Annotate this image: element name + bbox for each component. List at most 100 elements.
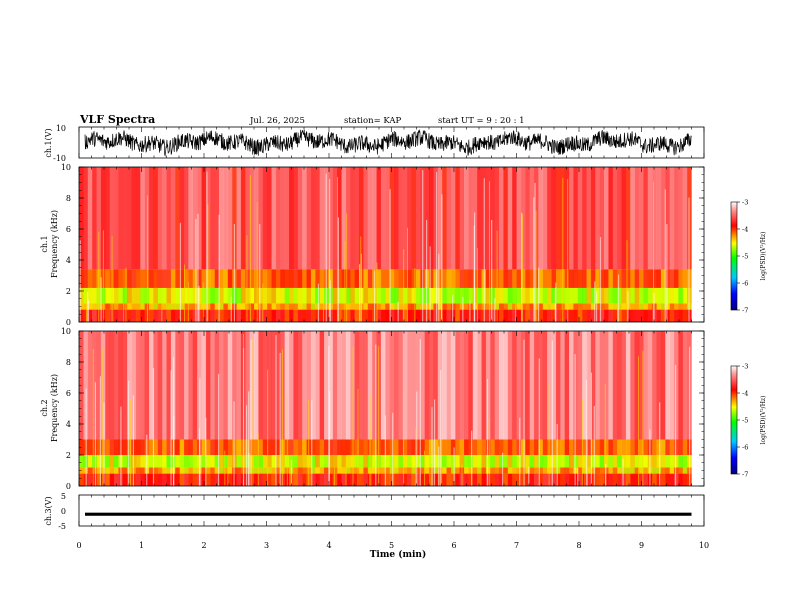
spectrogram-cell <box>359 455 364 468</box>
spectrogram-cell <box>621 269 627 288</box>
spectrogram-cell <box>223 167 229 270</box>
spectrogram-cell <box>328 473 334 486</box>
spectrogram-cell <box>192 269 198 288</box>
spectrogram-cell <box>236 455 242 468</box>
spectrogram-cell <box>363 269 369 288</box>
spectrogram-cell <box>192 455 198 468</box>
spectrogram-cell <box>275 473 281 486</box>
spectrogram-cell <box>455 303 460 310</box>
spectrogram-cell <box>542 309 548 322</box>
spectrogram-cell <box>201 287 207 304</box>
spectrogram-cell <box>96 467 102 474</box>
spectrogram-cell <box>197 167 202 270</box>
spectrogram-cell <box>621 331 627 440</box>
spectrogram-cell <box>608 287 614 304</box>
spectrogram-cell <box>275 331 281 440</box>
spectrogram-cell <box>485 309 491 322</box>
spectrogram-cell <box>503 303 509 310</box>
spectrogram-cell <box>639 287 644 304</box>
spectrogram-cell <box>477 331 482 440</box>
spectrogram-cell <box>499 331 504 440</box>
spectrogram-cell <box>284 303 290 310</box>
spectrogram-cell <box>205 439 211 455</box>
spectrogram-cell <box>140 303 145 310</box>
spectrogram-cell <box>494 473 500 486</box>
spectrogram-cell <box>153 303 159 310</box>
spectrogram-cell <box>437 331 443 440</box>
spectrogram-cell <box>394 303 399 310</box>
spectrogram-cell <box>359 331 364 440</box>
spectrogram-cell <box>302 473 307 486</box>
spectrogram-cell <box>660 269 666 288</box>
spectrogram-cell <box>293 167 299 270</box>
spectrogram-cell <box>481 467 487 474</box>
spectrogram-cell <box>144 269 150 288</box>
spectrogram-cell <box>275 439 281 455</box>
ch3-ytick-top: 5 <box>61 492 66 501</box>
spectrogram-cell <box>551 269 557 288</box>
spectrogram-cell <box>429 269 434 288</box>
spectrogram-cell <box>429 473 434 486</box>
spectrogram-cell <box>114 439 119 455</box>
spectrogram-cell <box>429 303 434 310</box>
spectrogram-cell <box>310 467 316 474</box>
spectrogram-cell <box>179 303 185 310</box>
spectrogram-cell <box>630 167 635 270</box>
spectrogram-cell <box>424 167 430 270</box>
spectrogram-cell <box>398 473 404 486</box>
spectrogram-cell <box>442 439 447 455</box>
spectrogram-cell <box>345 269 351 288</box>
spectrogram-cell <box>188 439 194 455</box>
spectrogram-cell <box>337 455 342 468</box>
spectrogram-cell <box>341 439 347 455</box>
spectrogram-cell <box>162 473 167 486</box>
spectrogram-cell <box>652 167 657 270</box>
spectrogram-cell <box>582 473 587 486</box>
spectrogram-cell <box>184 331 189 440</box>
spectrogram-cell <box>275 303 281 310</box>
spectrogram-cell <box>612 309 618 322</box>
spectrogram-cell <box>590 439 596 455</box>
spectrogram-cell <box>424 455 430 468</box>
spectrogram-cell <box>240 303 246 310</box>
spectrogram-cell <box>118 331 124 440</box>
spectrogram-cell <box>227 455 233 468</box>
spectrogram-cell <box>477 473 482 486</box>
spectrogram-cell <box>398 455 404 468</box>
spectrogram-cell <box>280 303 285 310</box>
spectrogram-cell <box>105 455 110 468</box>
spectrogram-cell <box>354 303 360 310</box>
spectrogram-cell <box>219 467 224 474</box>
spectrogram-cell <box>415 309 421 322</box>
spectrogram-cell <box>459 269 465 288</box>
spectrogram-cell <box>582 287 587 304</box>
spectrogram-cell <box>468 439 474 455</box>
spectrogram-cell <box>577 467 583 474</box>
spectrogram-cell <box>280 269 285 288</box>
spectrogram-cell <box>184 439 189 455</box>
spectrogram-cell <box>433 309 439 322</box>
spectrogram-cell <box>485 455 491 468</box>
spectrogram-cell <box>617 309 622 322</box>
spectrogram-cell <box>315 269 320 288</box>
spectrogram-cell <box>669 331 675 440</box>
spectrogram-cell <box>372 455 377 468</box>
spectrogram-cell <box>433 439 439 455</box>
chart-title: VLF Spectra <box>79 113 155 126</box>
spectrogram-cell <box>83 167 89 270</box>
spectrogram-cell <box>297 467 303 474</box>
spectrogram-cell <box>507 455 513 468</box>
spectrogram-cell <box>127 167 132 270</box>
spectrogram-cell <box>415 439 421 455</box>
spectrogram-cell <box>674 167 679 270</box>
ch1-spectrogram-ticks <box>78 166 705 323</box>
spectrogram-cell <box>573 269 579 288</box>
spectrogram-cell <box>617 269 622 288</box>
spectrogram-cell <box>608 473 614 486</box>
spectrogram-cell <box>350 309 355 322</box>
spectrogram-cell <box>490 309 495 322</box>
spectrogram-cell <box>389 309 395 322</box>
spectrogram-cell <box>595 331 600 440</box>
spectrogram-cell <box>332 167 338 270</box>
spectrogram-cell <box>464 287 469 304</box>
